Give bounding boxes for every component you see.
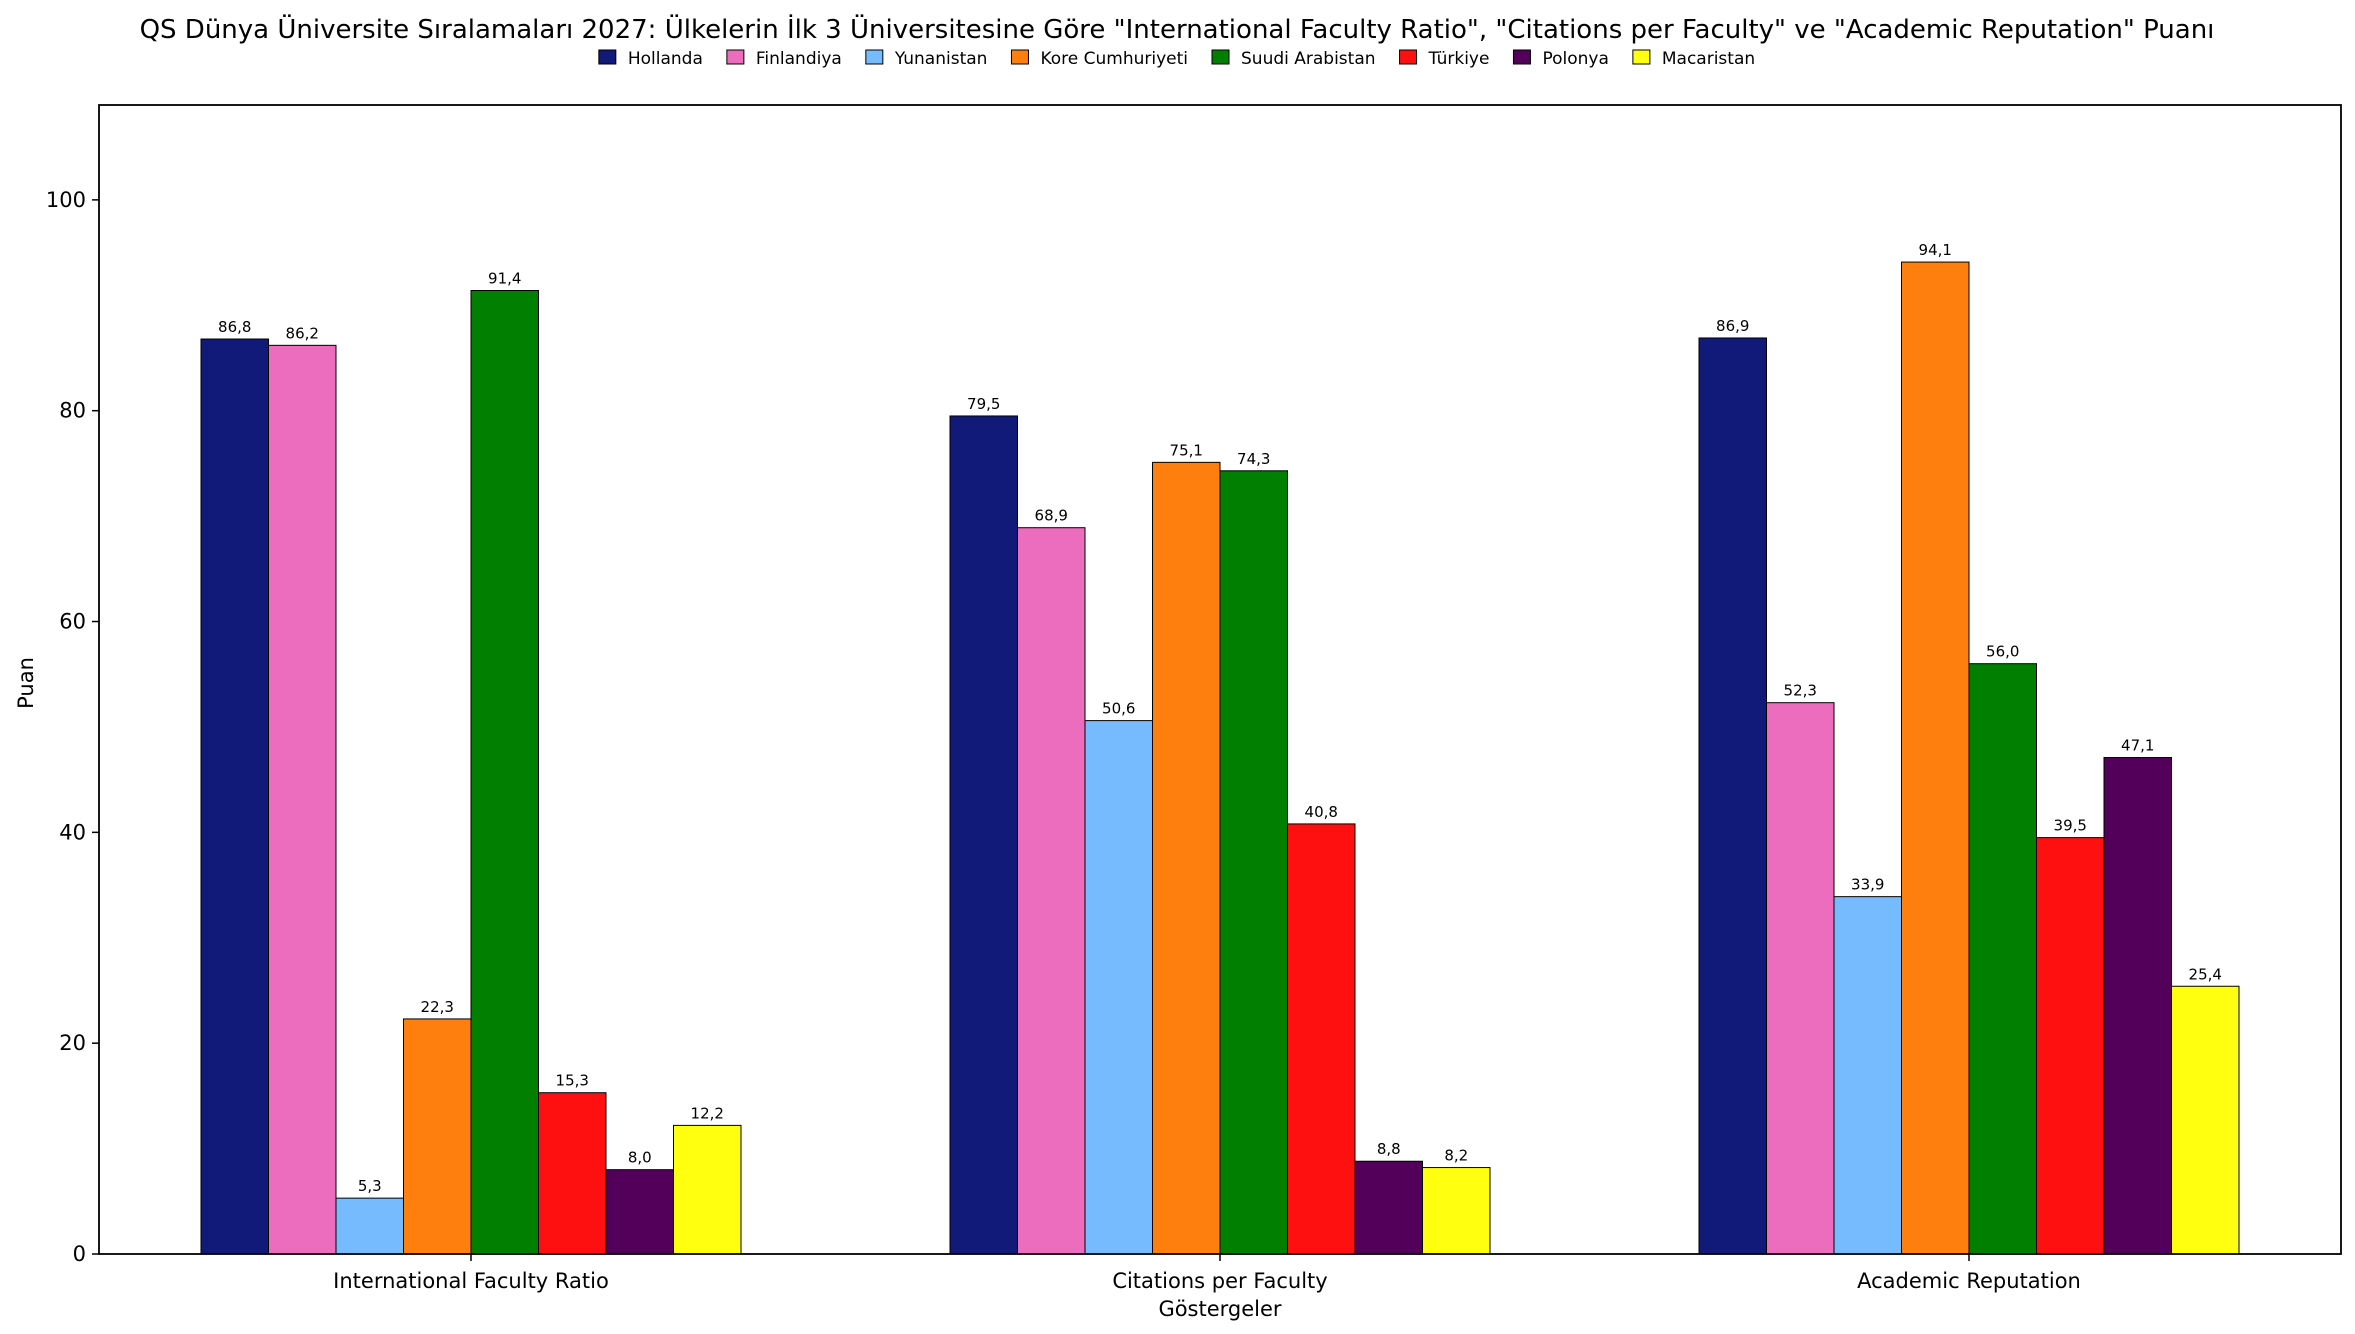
bar-hollanda-academic-reputation: [1698, 337, 1767, 1255]
bar-finlandiya-international-faculty-ratio: [268, 344, 337, 1255]
data-label-finlandiya-academic-reputation: 52,3: [1784, 682, 1817, 700]
bar-finlandiya-academic-reputation: [1766, 702, 1835, 1255]
legend-label: Türkiye: [1428, 49, 1490, 69]
bar-suudi-arabistan-academic-reputation: [1968, 663, 2037, 1255]
x-axis-label: Göstergeler: [1158, 1297, 1281, 1321]
legend-item-hollanda: Hollanda: [598, 49, 703, 69]
data-label-hollanda-international-faculty-ratio: 86,8: [218, 318, 251, 336]
legend-swatch: [865, 49, 884, 65]
chart-title: QS Dünya Üniversite Sıralamaları 2027: Ü…: [140, 13, 2215, 45]
y-tick-label: 80: [59, 399, 86, 423]
x-tick-label-international-faculty-ratio: International Faculty Ratio: [333, 1269, 609, 1293]
x-tick-label-citations-per-faculty: Citations per Faculty: [1112, 1269, 1327, 1293]
bar-polonya-citations-per-faculty: [1354, 1160, 1423, 1255]
data-label-finlandiya-citations-per-faculty: 68,9: [1035, 507, 1068, 525]
x-tick-label-academic-reputation: Academic Reputation: [1857, 1269, 2081, 1293]
data-label-suudi-arabistan-citations-per-faculty: 74,3: [1237, 450, 1270, 468]
legend-label: Kore Cumhuriyeti: [1040, 49, 1188, 69]
y-tick-label: 40: [59, 820, 86, 844]
data-label-kore-cumhuriyeti-international-faculty-ratio: 22,3: [421, 998, 454, 1016]
legend-swatch: [1010, 49, 1029, 65]
bar-turkiye-citations-per-faculty: [1287, 823, 1356, 1255]
data-label-hollanda-academic-reputation: 86,9: [1716, 317, 1749, 335]
bar-suudi-arabistan-citations-per-faculty: [1219, 470, 1288, 1255]
legend: Hollanda Finlandiya Yunanistan Kore Cumhuri…: [598, 49, 1755, 69]
legend-swatch: [598, 49, 617, 65]
legend-label: Suudi Arabistan: [1241, 49, 1376, 69]
legend-item-macaristan: Macaristan: [1632, 49, 1755, 69]
data-label-polonya-academic-reputation: 47,1: [2121, 737, 2154, 755]
legend-label: Macaristan: [1662, 49, 1755, 69]
data-label-yunanistan-academic-reputation: 33,9: [1851, 876, 1884, 894]
legend-swatch: [1211, 49, 1230, 65]
data-label-turkiye-citations-per-faculty: 40,8: [1305, 803, 1338, 821]
data-label-hollanda-citations-per-faculty: 79,5: [967, 395, 1000, 413]
data-label-finlandiya-international-faculty-ratio: 86,2: [286, 324, 319, 342]
y-tick-label: 60: [59, 610, 86, 634]
bar-polonya-international-faculty-ratio: [605, 1169, 674, 1255]
bars-group: [200, 261, 2240, 1255]
legend-item-polonya: Polonya: [1512, 49, 1609, 69]
data-label-suudi-arabistan-academic-reputation: 56,0: [1986, 643, 2019, 661]
data-labels-group: 86,8 79,5 86,9 86,2 68,9 52,3 5,3 50,6 33,9 22,3 7…: [218, 241, 2222, 1195]
bar-hollanda-citations-per-faculty: [949, 415, 1018, 1255]
legend-item-yunanistan: Yunanistan: [865, 49, 988, 69]
data-label-macaristan-academic-reputation: 25,4: [2189, 965, 2222, 983]
plot-frame: [98, 104, 2342, 1255]
legend-item-turkiye: Türkiye: [1399, 49, 1490, 69]
data-label-yunanistan-citations-per-faculty: 50,6: [1102, 700, 1135, 718]
y-axis: 0 20 40 60 80 100: [46, 188, 99, 1266]
legend-item-finlandiya: Finlandiya: [726, 49, 842, 69]
data-label-kore-cumhuriyeti-citations-per-faculty: 75,1: [1170, 441, 1203, 459]
legend-item-suudi-arabistan: Suudi Arabistan: [1211, 49, 1376, 69]
bar-yunanistan-citations-per-faculty: [1084, 720, 1153, 1255]
y-tick-label: 20: [59, 1031, 86, 1055]
legend-label: Yunanistan: [894, 49, 988, 69]
data-label-polonya-citations-per-faculty: 8,8: [1377, 1140, 1401, 1158]
data-label-macaristan-citations-per-faculty: 8,2: [1444, 1147, 1468, 1165]
bar-yunanistan-academic-reputation: [1833, 896, 1902, 1255]
data-label-kore-cumhuriyeti-academic-reputation: 94,1: [1919, 241, 1952, 259]
data-label-turkiye-academic-reputation: 39,5: [2054, 817, 2087, 835]
legend-swatch: [1632, 49, 1651, 65]
bar-hollanda-international-faculty-ratio: [200, 338, 269, 1255]
legend-label: Hollanda: [628, 49, 703, 69]
data-label-polonya-international-faculty-ratio: 8,0: [628, 1149, 652, 1167]
legend-swatch: [1399, 49, 1418, 65]
data-label-macaristan-international-faculty-ratio: 12,2: [691, 1104, 724, 1122]
bar-suudi-arabistan-international-faculty-ratio: [470, 290, 539, 1255]
bar-kore-cumhuriyeti-international-faculty-ratio: [403, 1018, 472, 1255]
data-label-yunanistan-international-faculty-ratio: 5,3: [358, 1177, 382, 1195]
bar-turkiye-academic-reputation: [2036, 837, 2105, 1255]
bar-kore-cumhuriyeti-citations-per-faculty: [1152, 461, 1221, 1255]
y-tick-label: 0: [73, 1242, 86, 1266]
bar-macaristan-citations-per-faculty: [1422, 1167, 1491, 1255]
legend-swatch: [1512, 49, 1531, 65]
legend-item-kore-cumhuriyeti: Kore Cumhuriyeti: [1010, 49, 1188, 69]
bar-polonya-academic-reputation: [2103, 757, 2172, 1255]
bar-macaristan-academic-reputation: [2171, 985, 2240, 1255]
legend-label: Polonya: [1542, 49, 1608, 69]
y-axis-label: Puan: [14, 657, 38, 709]
y-tick-label: 100: [46, 188, 86, 212]
bar-macaristan-international-faculty-ratio: [673, 1124, 742, 1255]
bar-kore-cumhuriyeti-academic-reputation: [1901, 261, 1970, 1255]
x-axis: International Faculty Ratio Citations per…: [333, 1254, 2081, 1293]
bar-yunanistan-international-faculty-ratio: [335, 1197, 404, 1255]
data-label-suudi-arabistan-international-faculty-ratio: 91,4: [488, 270, 521, 288]
bar-finlandiya-citations-per-faculty: [1017, 527, 1086, 1255]
legend-label: Finlandiya: [756, 49, 842, 69]
bar-turkiye-international-faculty-ratio: [538, 1092, 607, 1255]
data-label-turkiye-international-faculty-ratio: 15,3: [556, 1072, 589, 1090]
legend-swatch: [726, 49, 745, 65]
